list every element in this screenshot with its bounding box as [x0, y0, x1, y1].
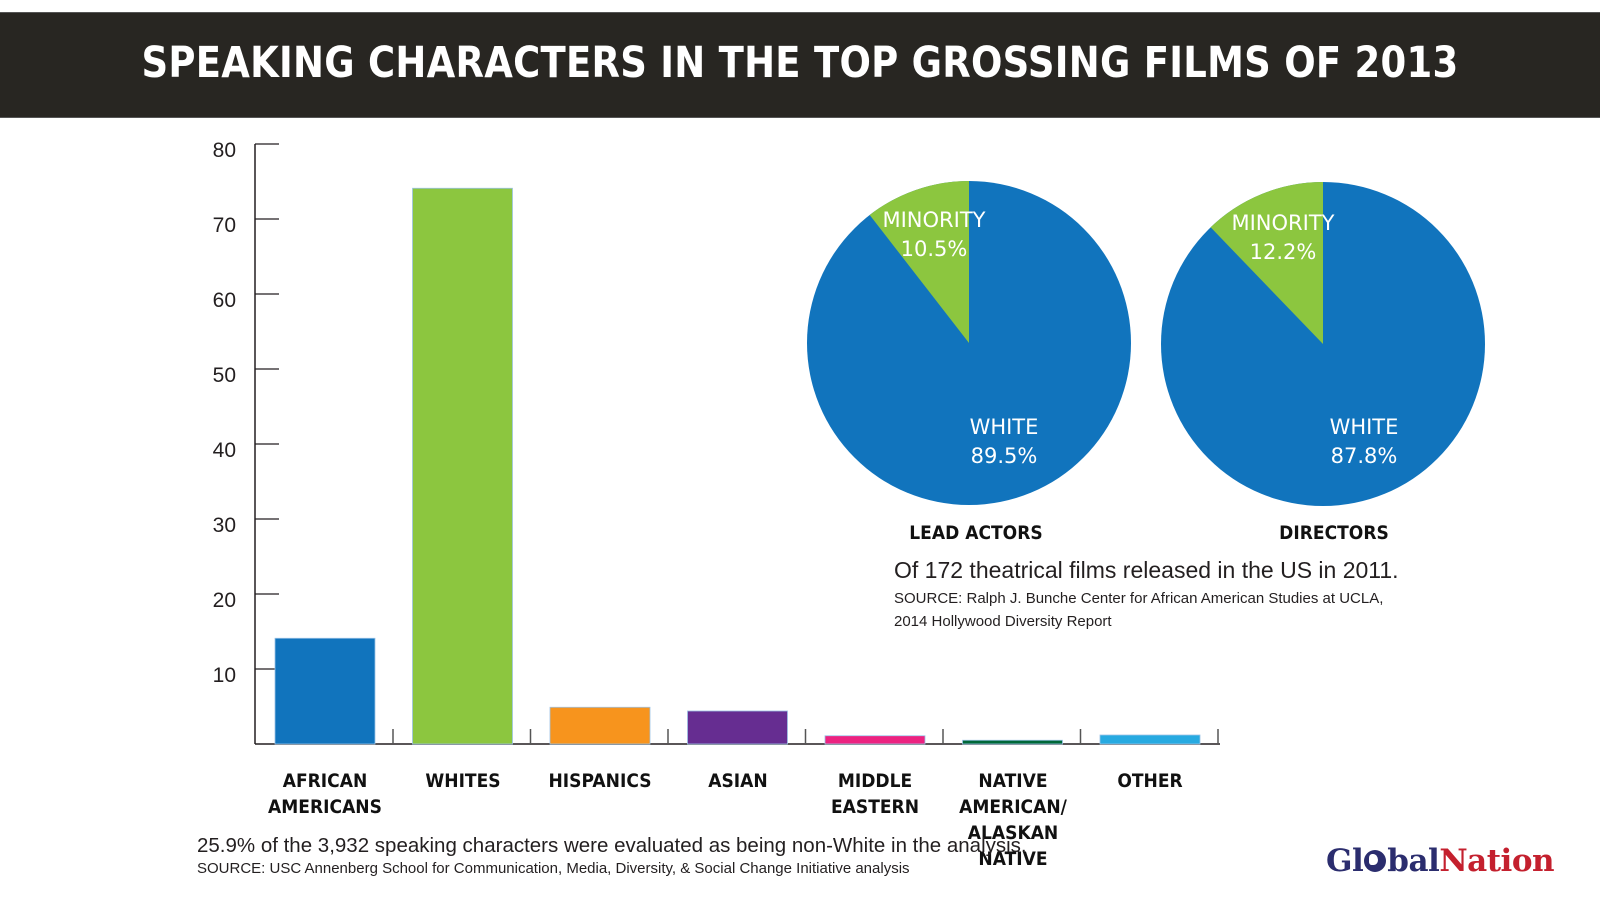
x-category-label: NATIVE AMERICAN/ALASKAN NATIVE: [958, 770, 1067, 870]
pie-note: Of 172 theatrical films released in the …: [894, 557, 1399, 583]
white-value: 87.8%: [1330, 444, 1398, 468]
lead-actors-title: LEAD ACTORS: [909, 522, 1043, 544]
minority-value: 12.2%: [1249, 240, 1317, 264]
chart-title: SPEAKING CHARACTERS IN THE TOP GROSSING …: [141, 38, 1459, 88]
minority-label: MINORITY: [882, 208, 986, 232]
y-tick-label: 50: [212, 364, 236, 387]
bar: [549, 706, 651, 745]
globe-icon: [1364, 850, 1387, 872]
x-category-label: ASIAN: [707, 770, 768, 792]
x-category-label: MIDDLE EASTERN: [830, 770, 920, 818]
logo-global-text-b: bal: [1387, 843, 1440, 879]
bar: [412, 187, 513, 745]
y-tick-label: 20: [212, 589, 236, 612]
bar: [687, 710, 788, 745]
lead-actors-pie: [807, 181, 1131, 505]
logo-nation-text: Nation: [1439, 843, 1555, 879]
x-category-label: OTHER: [1117, 770, 1183, 792]
y-tick-label: 70: [212, 214, 236, 237]
white-value: 89.5%: [970, 444, 1038, 468]
directors-title: DIRECTORS: [1279, 522, 1389, 544]
bar-note: 25.9% of the 3,932 speaking characters w…: [197, 834, 1027, 857]
y-tick-label: 10: [212, 664, 236, 687]
directors-minority-label: MINORITY 12.2%: [1213, 209, 1353, 267]
bar-source: SOURCE: USC Annenberg School for Communi…: [197, 860, 910, 877]
logo-global-text-a: Gl: [1326, 843, 1364, 879]
y-tick-label: 80: [212, 139, 236, 162]
minority-slice: [1210, 182, 1323, 344]
title-banner: SPEAKING CHARACTERS IN THE TOP GROSSING …: [0, 12, 1600, 118]
x-category-label: HISPANICS: [548, 770, 652, 792]
pie-source-line2: 2014 Hollywood Diversity Report: [894, 613, 1112, 630]
white-label: WHITE: [969, 415, 1039, 439]
y-tick-label: 30: [212, 514, 236, 537]
white-label: WHITE: [1329, 415, 1399, 439]
minority-slice: [869, 181, 969, 343]
bar: [962, 739, 1063, 745]
x-category-label: AFRICAN AMERICANS: [268, 770, 382, 818]
bar: [1099, 734, 1201, 745]
globalnation-logo: Gl balNation: [1326, 843, 1555, 879]
directors-white-label: WHITE 87.8%: [1294, 413, 1434, 471]
y-tick-label: 60: [212, 289, 236, 312]
minority-label: MINORITY: [1231, 211, 1335, 235]
minority-value: 10.5%: [900, 237, 968, 261]
bar: [824, 735, 926, 745]
y-tick-label: 40: [212, 439, 236, 462]
lead-actors-minority-label: MINORITY 10.5%: [864, 206, 1004, 264]
x-category-label: WHITES: [424, 770, 501, 792]
lead-actors-white-label: WHITE 89.5%: [934, 413, 1074, 471]
directors-pie: [1161, 182, 1485, 506]
pie-source-line1: SOURCE: Ralph J. Bunche Center for Afric…: [894, 590, 1384, 607]
bar: [274, 637, 376, 745]
